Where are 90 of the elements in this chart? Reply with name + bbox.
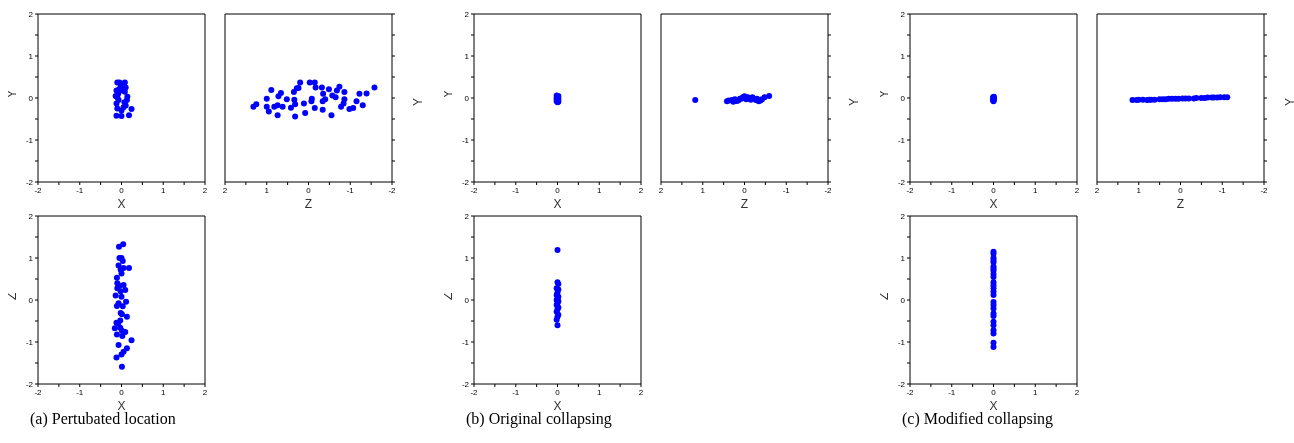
x-axis-title: Z — [304, 197, 313, 211]
y-tick-label: -2 — [461, 379, 470, 389]
y-tick-label: -1 — [461, 135, 470, 145]
x-tick-label: 2 — [1074, 387, 1080, 397]
x-tick-label: 1 — [264, 185, 270, 195]
x-tick-label: -2 — [1260, 185, 1269, 195]
x-tick-label: 2 — [1094, 185, 1100, 195]
x-axis-title: X — [553, 197, 562, 211]
x-tick-label: 0 — [555, 185, 561, 195]
y-tick-label: 0 — [464, 93, 470, 103]
y-tick-label: 0 — [28, 295, 34, 305]
y-tick-label: -2 — [897, 379, 906, 389]
x-tick-label: 0 — [742, 185, 748, 195]
x-tick-label: 0 — [1178, 185, 1184, 195]
x-axis-title: X — [117, 399, 126, 413]
x-axis-title: X — [553, 399, 562, 413]
y-axis-title: Y — [5, 89, 20, 98]
y-tick-label: -2 — [25, 379, 34, 389]
x-axis-title: Z — [740, 197, 749, 211]
x-tick-label: -2 — [824, 185, 833, 195]
y-axis-title: Y — [441, 89, 456, 98]
y-tick-label: 2 — [900, 211, 906, 221]
x-tick-label: -1 — [948, 185, 956, 195]
x-tick-label: 2 — [202, 387, 208, 397]
y-tick-label: -2 — [461, 177, 470, 187]
x-tick-label: 0 — [991, 185, 997, 195]
x-tick-label: -1 — [512, 387, 520, 397]
text: (b) Original collapsing — [466, 410, 613, 428]
x-tick-label: 1 — [161, 185, 167, 195]
y-tick-label: -2 — [25, 177, 34, 187]
y-tick-label: 2 — [28, 9, 34, 19]
y-tick-label: 0 — [900, 93, 906, 103]
y-tick-label: 2 — [464, 9, 470, 19]
x-tick-label: 1 — [1136, 185, 1142, 195]
y-axis-title: Y — [877, 89, 892, 98]
x-tick-label: -1 — [76, 387, 84, 397]
y-tick-label: 1 — [28, 51, 34, 61]
x-tick-label: 0 — [991, 387, 997, 397]
x-axis-title: X — [989, 399, 998, 413]
x-tick-label: 0 — [119, 387, 125, 397]
y-tick-label: -2 — [897, 177, 906, 187]
x-tick-label: 0 — [555, 387, 561, 397]
y-tick-label: 2 — [464, 211, 470, 221]
y-tick-label: -1 — [461, 337, 470, 347]
x-tick-label: 1 — [700, 185, 706, 195]
y-tick-label: 0 — [464, 295, 470, 305]
text: (c) Modified collapsing — [902, 410, 1055, 428]
text: (a) Pertubated location — [30, 410, 177, 428]
x-tick-label: 2 — [222, 185, 228, 195]
x-tick-label: -1 — [346, 185, 355, 195]
x-axis-title: X — [117, 197, 126, 211]
x-tick-label: -1 — [76, 185, 84, 195]
x-tick-label: -1 — [512, 185, 520, 195]
y-axis-title: Z — [441, 292, 456, 300]
y-tick-label: -1 — [897, 337, 906, 347]
y-tick-label: 1 — [900, 51, 906, 61]
x-axis-title: Z — [1176, 197, 1185, 211]
x-tick-label: 2 — [202, 185, 208, 195]
x-tick-label: 0 — [306, 185, 312, 195]
y2-axis-title: Y — [1283, 98, 1294, 107]
x-tick-label: 2 — [638, 185, 644, 195]
y2-axis-title: Y — [411, 98, 426, 107]
x-tick-label: -1 — [782, 185, 791, 195]
x-axis-title: X — [989, 197, 998, 211]
y-tick-label: 0 — [28, 93, 34, 103]
y-tick-label: 0 — [900, 295, 906, 305]
x-tick-label: -1 — [1218, 185, 1227, 195]
x-tick-label: 1 — [161, 387, 167, 397]
y-tick-label: 1 — [464, 51, 470, 61]
y-tick-label: -1 — [25, 135, 34, 145]
y-axis-title: Z — [877, 292, 892, 300]
x-tick-label: -1 — [948, 387, 956, 397]
y-tick-label: 2 — [900, 9, 906, 19]
x-tick-label: 2 — [638, 387, 644, 397]
y-tick-label: 1 — [464, 253, 470, 263]
y-tick-label: -1 — [25, 337, 34, 347]
y-tick-label: 2 — [28, 211, 34, 221]
x-tick-label: -2 — [388, 185, 397, 195]
x-tick-label: 1 — [1033, 185, 1039, 195]
x-tick-label: 2 — [658, 185, 664, 195]
x-tick-label: 1 — [1033, 387, 1039, 397]
y-tick-label: 1 — [900, 253, 906, 263]
x-tick-label: 1 — [597, 387, 603, 397]
y2-axis-title: Y — [847, 98, 862, 107]
x-tick-label: 1 — [597, 185, 603, 195]
x-tick-label: 0 — [119, 185, 125, 195]
y-axis-title: Z — [5, 292, 20, 300]
y-tick-label: 1 — [28, 253, 34, 263]
y-tick-label: -1 — [897, 135, 906, 145]
x-tick-label: 2 — [1074, 185, 1080, 195]
